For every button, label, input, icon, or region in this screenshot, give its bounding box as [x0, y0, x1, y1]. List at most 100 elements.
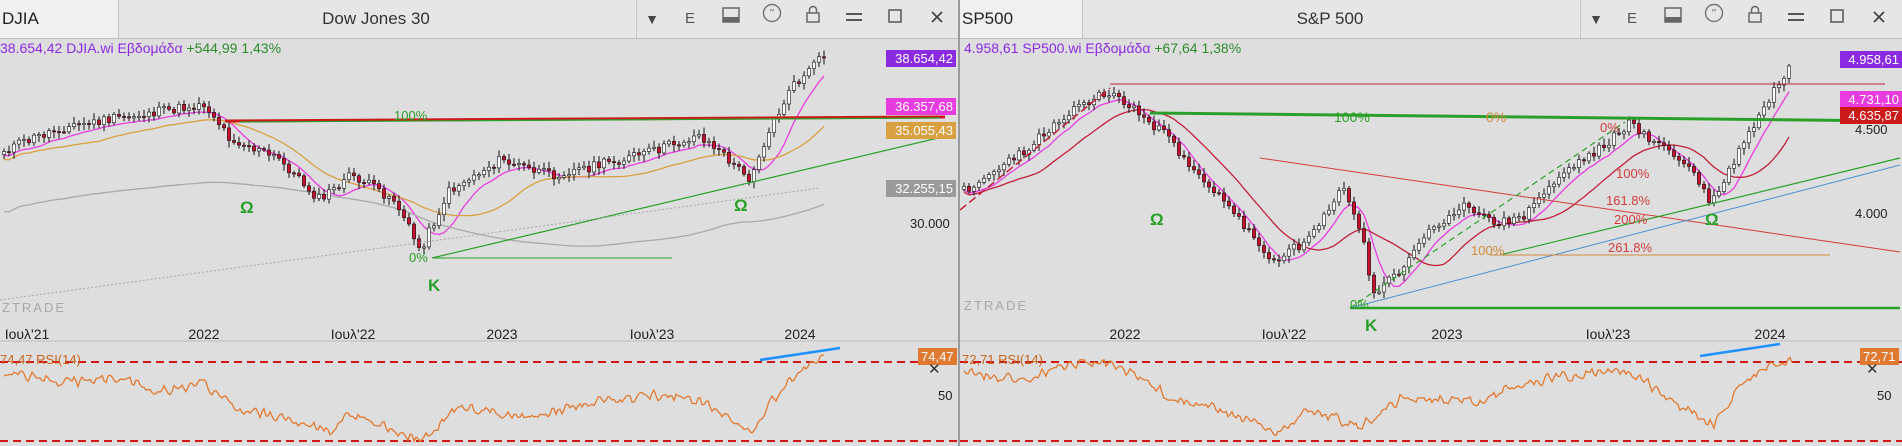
- candle: [592, 161, 596, 173]
- candle: [807, 68, 811, 77]
- candle: [1502, 217, 1506, 226]
- lock-icon[interactable]: [1740, 0, 1770, 38]
- candle: [1577, 159, 1581, 168]
- candle: [672, 140, 676, 146]
- price-tag: 4.958,61: [1840, 51, 1902, 68]
- candle: [972, 186, 976, 192]
- close-indicator-icon[interactable]: ✕: [1866, 361, 1879, 378]
- candle: [192, 107, 196, 110]
- maximize-icon[interactable]: [880, 0, 910, 38]
- panel-icon[interactable]: [1658, 0, 1688, 38]
- close-indicator-icon[interactable]: ✕: [928, 361, 941, 378]
- candle: [1697, 172, 1701, 185]
- candle: [62, 131, 66, 134]
- chevron-down-icon[interactable]: ▼: [1580, 0, 1611, 38]
- e-button[interactable]: E: [684, 10, 695, 27]
- candle: [692, 135, 696, 142]
- candle: [1487, 214, 1491, 218]
- x-label: 2023: [1431, 326, 1463, 342]
- candle: [352, 172, 356, 177]
- x-label: Ιουλ'22: [1261, 326, 1307, 342]
- candle: [1397, 273, 1401, 276]
- panel-divider[interactable]: [958, 0, 960, 446]
- candle: [1457, 209, 1461, 215]
- candle: [1757, 114, 1761, 129]
- candle: [607, 158, 611, 162]
- djia-chart-canvas[interactable]: [0, 0, 958, 446]
- candle: [542, 168, 546, 171]
- x-label: 2024: [1754, 326, 1786, 342]
- candle: [1137, 105, 1141, 116]
- candle: [1582, 159, 1586, 162]
- candle: [407, 217, 411, 225]
- candle: [1562, 172, 1566, 178]
- djia-chart-panel[interactable]: DJIA Dow Jones 30 ▼ E ” 38.654,42 DJIA.w…: [0, 0, 958, 446]
- candle: [722, 149, 726, 153]
- quote-icon[interactable]: ”: [1699, 0, 1729, 38]
- symbol-tab[interactable]: SP500: [960, 0, 1083, 38]
- kappa-marker: Κ: [428, 276, 441, 295]
- long-ma-line: [0, 187, 821, 301]
- fib-level-line: [239, 117, 941, 123]
- symbol-tab[interactable]: DJIA: [0, 0, 119, 38]
- candle: [737, 164, 741, 167]
- info-change: +67,64 1,38%: [1154, 40, 1242, 56]
- candle: [677, 144, 681, 147]
- candle: [1392, 273, 1396, 278]
- fib-label-100: 100%: [1616, 166, 1650, 181]
- chart-title[interactable]: S&P 500: [1296, 9, 1364, 28]
- sp500-chart-panel[interactable]: SP500 S&P 500 ▼ E ” 4.958,61 SP500.wi Εβ…: [960, 0, 1902, 446]
- candle: [487, 166, 491, 171]
- candle: [217, 116, 221, 126]
- candle: [617, 162, 621, 165]
- close-icon[interactable]: [922, 0, 952, 38]
- candle: [707, 141, 711, 144]
- candle: [212, 112, 216, 118]
- candle: [1427, 228, 1431, 239]
- candle: [1192, 166, 1196, 171]
- candle: [362, 182, 366, 184]
- candle: [1242, 216, 1246, 229]
- candle: [1042, 133, 1046, 137]
- candle: [1217, 192, 1221, 195]
- candle: [742, 166, 746, 175]
- maximize-icon[interactable]: [1822, 0, 1852, 38]
- candle: [1172, 135, 1176, 143]
- candle: [1002, 164, 1006, 171]
- candle: [1647, 131, 1651, 142]
- candle: [202, 103, 206, 108]
- lock-icon[interactable]: [798, 0, 828, 38]
- panel-icon[interactable]: [716, 0, 746, 38]
- candle: [292, 172, 296, 175]
- candle: [67, 126, 71, 133]
- candle: [497, 156, 501, 169]
- chart-title[interactable]: Dow Jones 30: [322, 9, 430, 28]
- candle: [207, 106, 211, 113]
- candle: [1447, 215, 1451, 224]
- candle: [1327, 209, 1331, 215]
- ma-tag-gold: 35.055,43: [886, 122, 956, 139]
- candle: [27, 139, 31, 144]
- ma-grey-line: [3, 181, 825, 247]
- candle: [822, 56, 826, 59]
- candle: [627, 155, 631, 162]
- candle: [817, 56, 821, 63]
- chevron-down-icon[interactable]: ▼: [636, 0, 667, 38]
- candle: [1247, 228, 1251, 231]
- candle: [1622, 131, 1626, 135]
- price-axis-label: 30.000: [910, 216, 950, 231]
- candle: [1337, 190, 1341, 203]
- minimize-icon[interactable]: [839, 0, 869, 38]
- candle: [107, 116, 111, 123]
- candle: [17, 139, 21, 145]
- quote-icon[interactable]: ”: [757, 0, 787, 38]
- sp500-chart-canvas[interactable]: [960, 0, 1902, 446]
- close-icon[interactable]: [1864, 0, 1894, 38]
- candle: [1062, 119, 1066, 124]
- candle: [197, 103, 201, 110]
- e-button[interactable]: E: [1626, 10, 1637, 27]
- candle: [1277, 259, 1281, 262]
- sp500-titlebar: SP500 S&P 500 ▼ E ”: [960, 0, 1902, 39]
- minimize-icon[interactable]: [1781, 0, 1811, 38]
- price-info: 4.958,61 SP500.wi Εβδομάδα +67,64 1,38%: [964, 40, 1241, 56]
